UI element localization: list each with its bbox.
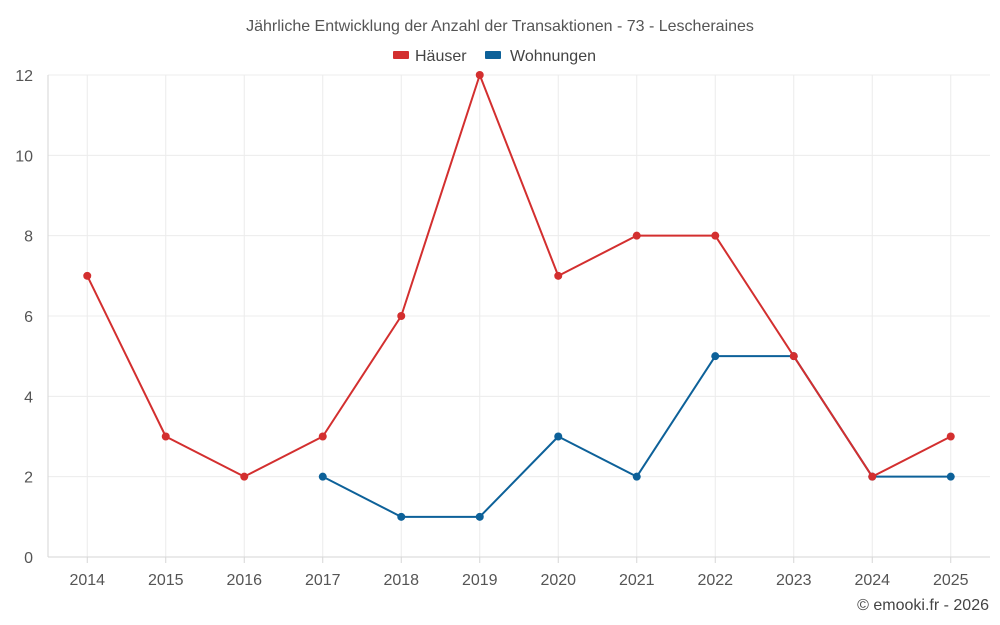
data-point-wohnungen[interactable] (475, 512, 484, 521)
data-point-wohnungen[interactable] (554, 432, 563, 441)
x-tick-label: 2016 (226, 572, 262, 589)
y-tick-label: 10 (15, 148, 33, 165)
data-point-wohnungen[interactable] (946, 472, 955, 481)
data-point-haeuser[interactable] (789, 352, 798, 361)
legend-label-wohnungen[interactable]: Wohnungen (510, 48, 596, 65)
data-point-haeuser[interactable] (946, 432, 955, 441)
data-point-haeuser[interactable] (161, 432, 170, 441)
legend-swatch-haeuser (393, 51, 409, 59)
y-tick-label: 4 (24, 389, 33, 406)
x-tick-label: 2021 (619, 572, 655, 589)
data-series (83, 71, 955, 521)
grid-lines (48, 74, 990, 557)
x-tick-label: 2024 (854, 572, 890, 589)
y-axis-ticks: 0 2 4 6 8 10 12 (15, 68, 33, 567)
y-tick-label: 2 (24, 470, 33, 487)
data-point-haeuser[interactable] (868, 472, 877, 481)
y-tick-label: 6 (24, 309, 33, 326)
x-tick-label: 2019 (462, 572, 498, 589)
data-point-haeuser[interactable] (554, 271, 563, 280)
x-tick-label: 2014 (69, 572, 105, 589)
y-tick-label: 8 (24, 229, 33, 246)
chart-credit[interactable]: © emooki.fr - 2026 (857, 597, 989, 614)
data-point-haeuser[interactable] (240, 472, 249, 481)
series-haeuser (83, 71, 955, 481)
data-point-haeuser[interactable] (475, 71, 484, 79)
chart-legend: Häuser Wohnungen (393, 48, 596, 65)
data-point-wohnungen[interactable] (632, 472, 641, 481)
data-point-wohnungen[interactable] (318, 472, 327, 481)
chart-title: Jährliche Entwicklung der Anzahl der Tra… (246, 18, 754, 35)
legend-swatch-wohnungen (485, 51, 501, 59)
axes (47, 75, 990, 563)
series-line-haeuser (86, 74, 952, 478)
data-point-haeuser[interactable] (397, 312, 406, 320)
x-tick-label: 2025 (933, 572, 969, 589)
y-tick-label: 12 (15, 68, 33, 85)
y-tick-label: 0 (24, 550, 33, 567)
data-point-haeuser[interactable] (632, 231, 641, 240)
x-tick-label: 2017 (305, 572, 341, 589)
data-point-haeuser[interactable] (83, 271, 92, 280)
x-tick-label: 2023 (776, 572, 812, 589)
data-point-wohnungen[interactable] (711, 352, 720, 361)
x-axis-ticks: 2014 2015 2016 2017 2018 2019 2020 2021 2022 2023… (69, 572, 968, 589)
data-point-wohnungen[interactable] (397, 512, 406, 521)
x-tick-label: 2015 (148, 572, 184, 589)
legend-label-haeuser[interactable]: Häuser (415, 48, 467, 65)
x-tick-label: 2018 (383, 572, 419, 589)
data-point-haeuser[interactable] (711, 231, 720, 240)
x-tick-label: 2022 (697, 572, 733, 589)
x-tick-label: 2020 (540, 572, 576, 589)
data-point-haeuser[interactable] (318, 432, 327, 441)
